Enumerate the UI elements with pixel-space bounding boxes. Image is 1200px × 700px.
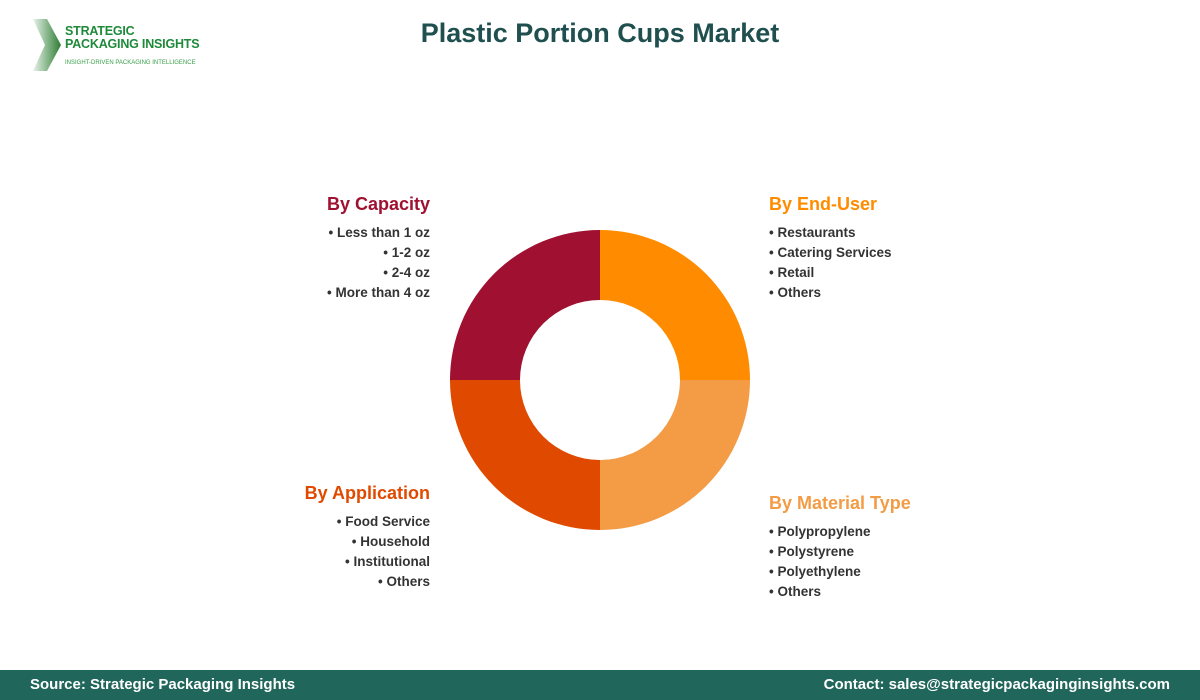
contact-text: Contact: sales@strategicpackaginginsight… [823,676,1170,693]
list-item: • Less than 1 oz [328,225,430,240]
logo-tagline: INSIGHT-DRIVEN PACKAGING INTELLIGENCE [65,60,196,66]
segment-capacity [450,230,600,380]
page-title: Plastic Portion Cups Market [420,18,780,48]
segment-material-type [600,380,750,530]
footer: Source: Strategic Packaging Insights Con… [0,670,1200,700]
list-item: • Polystyrene [769,544,855,559]
list-item: • Others [769,584,821,599]
list-item: • Catering Services [769,245,892,260]
source-text: Source: Strategic Packaging Insights [30,676,296,693]
segment-end-user [600,230,750,380]
list-item: • 1-2 oz [383,245,430,260]
list-item: • Food Service [336,514,430,529]
list-item: • More than 4 oz [327,285,430,300]
group-title: By Application [304,483,430,503]
list-item: • Polyethylene [769,564,861,579]
segment-application [450,380,600,530]
logo: STRATEGIC PACKAGING INSIGHTS INSIGHT-DRIV… [33,19,203,71]
group-material-type: By Material Type • Polypropylene • Polys… [769,493,911,602]
group-title: By End-User [769,194,878,214]
list-item: • Others [378,574,430,589]
donut-chart [450,230,750,530]
list-item: • Restaurants [769,225,856,240]
group-application: By Application • Food Service • Househol… [305,483,430,592]
list-item: • Retail [769,265,815,280]
group-capacity: By Capacity • Less than 1 oz • 1-2 oz • … [327,194,430,303]
group-title: By Capacity [326,194,430,214]
list-item: • Institutional [345,554,430,569]
group-title: By Material Type [769,493,911,513]
logo-chevron-icon [33,19,61,71]
list-item: • Polypropylene [769,524,871,539]
list-item: • Others [769,285,821,300]
group-end-user: By End-User • Restaurants • Catering Ser… [769,194,892,303]
list-item: • Household [351,534,430,549]
logo-text: STRATEGIC PACKAGING INSIGHTS [65,24,200,51]
list-item: • 2-4 oz [383,265,430,280]
